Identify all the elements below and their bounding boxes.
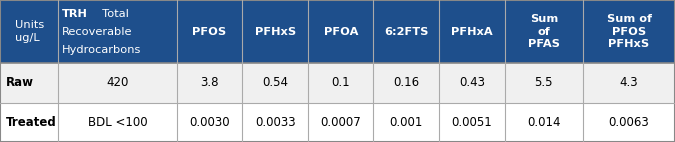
- Text: 4.3: 4.3: [620, 76, 639, 89]
- Text: TRH: TRH: [61, 9, 88, 19]
- Bar: [58, 103, 177, 142]
- Bar: [242, 63, 308, 103]
- Text: 0.0063: 0.0063: [609, 116, 649, 129]
- Text: 3.8: 3.8: [200, 76, 219, 89]
- Bar: [505, 0, 583, 63]
- Bar: [505, 103, 583, 142]
- Bar: [373, 103, 439, 142]
- Bar: [439, 103, 505, 142]
- Text: 0.1: 0.1: [331, 76, 350, 89]
- Bar: [373, 63, 439, 103]
- Bar: [177, 103, 242, 142]
- Text: 0.16: 0.16: [394, 76, 419, 89]
- Bar: [242, 103, 308, 142]
- Text: 420: 420: [107, 76, 129, 89]
- Bar: [308, 103, 373, 142]
- Text: PFOA: PFOA: [323, 27, 358, 37]
- Bar: [373, 0, 439, 63]
- Text: 0.0033: 0.0033: [254, 116, 296, 129]
- Bar: [583, 0, 675, 63]
- Text: 0.0030: 0.0030: [189, 116, 230, 129]
- Text: BDL <100: BDL <100: [88, 116, 147, 129]
- Bar: [308, 63, 373, 103]
- Bar: [0, 103, 58, 142]
- Text: 0.54: 0.54: [262, 76, 288, 89]
- Text: Total: Total: [95, 9, 129, 19]
- Text: 0.001: 0.001: [389, 116, 423, 129]
- Text: Hydrocarbons: Hydrocarbons: [61, 45, 141, 55]
- Text: Recoverable: Recoverable: [61, 27, 132, 37]
- Text: 0.43: 0.43: [459, 76, 485, 89]
- Text: 0.0051: 0.0051: [452, 116, 492, 129]
- Bar: [439, 0, 505, 63]
- Bar: [58, 63, 177, 103]
- Bar: [58, 0, 177, 63]
- Text: Units
ug/L: Units ug/L: [15, 20, 44, 43]
- Bar: [505, 63, 583, 103]
- Text: Treated: Treated: [5, 116, 56, 129]
- Text: PFHxS: PFHxS: [254, 27, 296, 37]
- Text: 6:2FTS: 6:2FTS: [384, 27, 429, 37]
- Bar: [308, 0, 373, 63]
- Text: Raw: Raw: [5, 76, 33, 89]
- Bar: [242, 0, 308, 63]
- Text: PFOS: PFOS: [192, 27, 227, 37]
- Text: Sum of
PFOS
PFHxS: Sum of PFOS PFHxS: [607, 14, 651, 49]
- Bar: [439, 63, 505, 103]
- Text: 0.014: 0.014: [527, 116, 561, 129]
- Bar: [177, 63, 242, 103]
- Bar: [0, 63, 58, 103]
- Bar: [583, 63, 675, 103]
- Text: PFHxA: PFHxA: [451, 27, 493, 37]
- Bar: [0, 0, 58, 63]
- Text: Sum
of
PFAS: Sum of PFAS: [528, 14, 560, 49]
- Text: 5.5: 5.5: [535, 76, 553, 89]
- Text: 0.0007: 0.0007: [321, 116, 361, 129]
- Bar: [583, 103, 675, 142]
- Bar: [177, 0, 242, 63]
